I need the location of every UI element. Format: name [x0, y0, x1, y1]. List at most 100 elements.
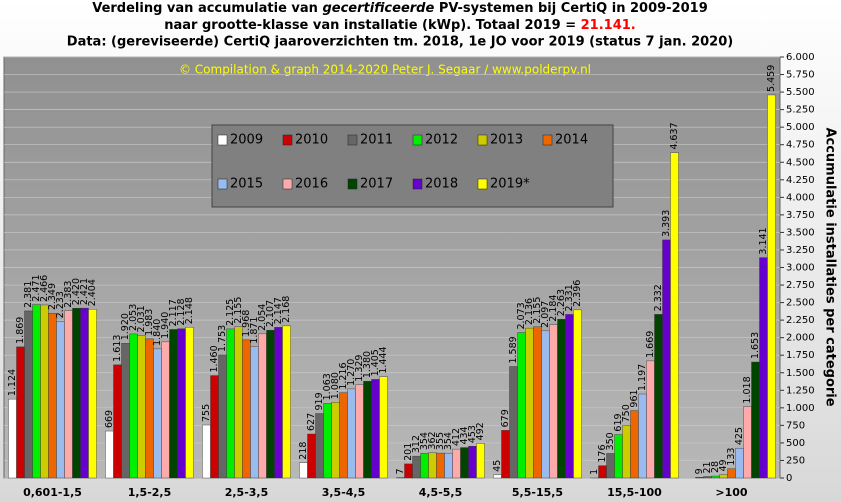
y-tick-label: 1.750 [786, 350, 815, 361]
legend-swatch [477, 134, 488, 146]
y-tick-label: 3.000 [786, 263, 815, 274]
bar [525, 327, 534, 479]
bar [129, 333, 138, 479]
annotation: © Compilation & graph 2014-2020 Peter J.… [179, 63, 591, 77]
y-tick-label: 1.250 [786, 385, 815, 396]
y-axis-label: Accumulatie installaties per categorie [823, 127, 838, 406]
value-label: 627 [306, 413, 317, 431]
value-label: 1.444 [378, 346, 389, 373]
y-tick-label: 4.250 [786, 175, 815, 186]
legend-swatch [282, 178, 293, 190]
value-label: 919 [314, 392, 325, 410]
y-tick-label: 1.000 [786, 403, 815, 414]
value-label: 425 [734, 427, 745, 445]
value-label: 679 [500, 409, 511, 427]
value-label: 1.124 [7, 369, 18, 396]
title-line1: Verdeling van accumulatie van gecertific… [92, 1, 708, 16]
value-label: 9 [694, 468, 705, 474]
value-label: 1.669 [645, 331, 656, 358]
bar [299, 462, 308, 479]
value-label: 2.147 [273, 297, 284, 324]
value-label: 755 [201, 404, 212, 422]
value-label: 2.466 [39, 275, 50, 302]
bar [274, 327, 283, 479]
y-tick-label: 5.500 [786, 87, 815, 98]
value-label: 2.471 [31, 274, 42, 301]
value-label: 434 [459, 426, 470, 444]
bar [323, 403, 332, 479]
value-label: 2.349 [47, 283, 58, 310]
legend-label: 2019* [490, 177, 530, 192]
value-label: 669 [104, 410, 115, 428]
value-label: 2.097 [540, 301, 551, 328]
legend-label: 2016 [295, 177, 328, 192]
legend-swatch [542, 134, 553, 146]
bar [8, 398, 17, 479]
value-label: 2.053 [128, 304, 139, 331]
value-label: 4.637 [669, 122, 680, 149]
value-label: 354 [443, 432, 454, 450]
bar [258, 333, 267, 479]
value-label: 2.233 [55, 291, 66, 318]
value-label: 350 [605, 432, 616, 450]
y-tick-label: 5.750 [786, 70, 815, 81]
legend-label: 2011 [360, 133, 393, 148]
bar [363, 380, 372, 479]
y-tick-label: 2.500 [786, 298, 815, 309]
bar [202, 424, 211, 479]
bar [719, 474, 728, 479]
value-label: 2.148 [184, 297, 195, 324]
y-tick-label: 4.000 [786, 192, 815, 203]
legend [211, 124, 614, 208]
value-label: 1.080 [330, 372, 341, 399]
bar [541, 330, 550, 479]
legend-label: 2018 [425, 177, 458, 192]
bar [565, 314, 574, 479]
value-label: 2.155 [233, 297, 244, 324]
bar [468, 446, 477, 479]
bar [80, 307, 89, 479]
x-tick-label: 3,5-4,5 [322, 486, 366, 499]
legend-swatch [217, 178, 228, 190]
value-label: 619 [613, 413, 624, 431]
bar [493, 474, 502, 479]
bar [622, 425, 631, 479]
value-label: 1.380 [362, 351, 373, 378]
value-label: 2.128 [176, 298, 187, 325]
y-tick-label: 250 [786, 455, 805, 466]
y-tick-label: 4.500 [786, 157, 815, 168]
bar [105, 430, 114, 479]
legend-label: 2015 [230, 177, 263, 192]
bar [436, 452, 445, 479]
bar [137, 335, 146, 479]
bar [56, 321, 65, 479]
y-tick-label: 3.500 [786, 227, 815, 238]
bar [557, 319, 566, 479]
value-label: 45 [492, 460, 503, 472]
x-tick-label: 0,601-1,5 [23, 486, 82, 499]
bar [153, 348, 162, 479]
bar [444, 452, 453, 479]
y-tick-label: 1.500 [786, 368, 815, 379]
title-line3: Data: (gereviseerde) CertiQ jaaroverzich… [67, 35, 733, 50]
bar [40, 304, 49, 479]
value-label: 2.383 [63, 281, 74, 308]
value-label: 2.155 [532, 297, 543, 324]
y-tick-label: 4.750 [786, 140, 815, 151]
value-label: 750 [621, 404, 632, 422]
y-tick-label: 2.250 [786, 315, 815, 326]
value-label: 176 [597, 445, 608, 463]
bar [242, 339, 251, 479]
y-tick-label: 750 [786, 420, 805, 431]
value-label: 2.117 [168, 299, 179, 326]
value-label: 1.018 [742, 376, 753, 403]
bar [573, 309, 582, 479]
bar [185, 327, 194, 479]
value-label: 2.332 [653, 284, 664, 311]
legend-label: 2010 [295, 133, 328, 148]
bar [32, 304, 41, 479]
value-label: 1.460 [209, 345, 220, 372]
value-label: 2.420 [71, 278, 82, 305]
x-tick-label: 2,5-3,5 [225, 486, 269, 499]
value-label: 312 [411, 435, 422, 453]
